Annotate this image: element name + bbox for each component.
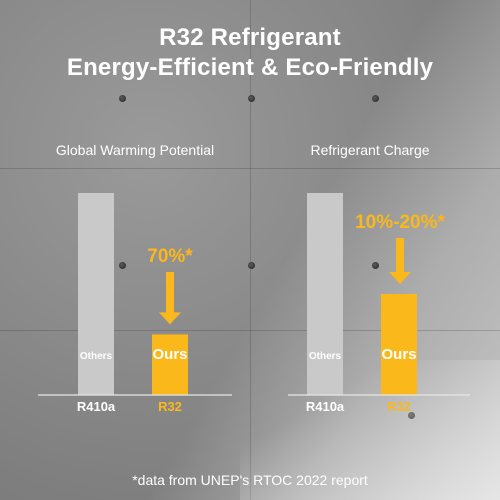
chart-title-refrigerant-charge: Refrigerant Charge bbox=[310, 142, 430, 158]
wall-seam bbox=[0, 168, 500, 169]
category-label: R410a bbox=[77, 399, 116, 414]
bar-label: Ours bbox=[381, 346, 416, 363]
bar-others bbox=[307, 193, 343, 395]
bar-label: Others bbox=[80, 351, 113, 362]
wall-bolt bbox=[248, 262, 255, 269]
wall-bolt bbox=[119, 95, 126, 102]
down-arrow-icon bbox=[389, 238, 411, 284]
wall-seam bbox=[250, 0, 251, 500]
category-label: R32 bbox=[158, 399, 182, 414]
bar-label: Others bbox=[309, 351, 342, 362]
wall-bolt bbox=[248, 95, 255, 102]
down-arrow-icon bbox=[159, 272, 181, 325]
bar-ours bbox=[381, 294, 417, 395]
wall-bolt bbox=[372, 95, 379, 102]
light-reflection bbox=[240, 360, 500, 500]
wall-bolt bbox=[119, 262, 126, 269]
bar-others bbox=[78, 193, 114, 395]
bar-label: Ours bbox=[152, 346, 187, 363]
chart-title-global-warming: Global Warming Potential bbox=[55, 142, 215, 158]
data-source-footnote: *data from UNEP's RTOC 2022 report bbox=[132, 472, 368, 488]
reduction-annotation: 70%* bbox=[147, 246, 193, 267]
headline-line-1: R32 Refrigerant bbox=[159, 24, 341, 51]
bar-ours bbox=[152, 334, 188, 395]
wall-bolt bbox=[372, 262, 379, 269]
reduction-annotation: 10%-20%* bbox=[355, 212, 445, 233]
headline-line-2: Energy-Efficient & Eco-Friendly bbox=[66, 54, 434, 81]
wall-seam bbox=[0, 330, 500, 331]
category-label: R410a bbox=[306, 399, 345, 414]
category-label: R32 bbox=[387, 399, 411, 414]
